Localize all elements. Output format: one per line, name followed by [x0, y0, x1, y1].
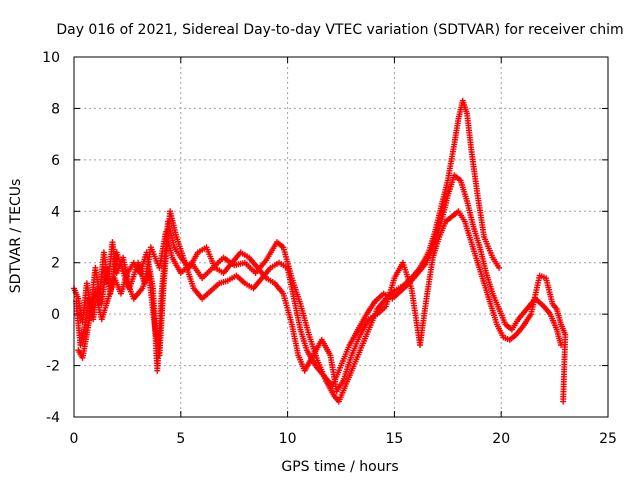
x-tick-label: 10	[279, 431, 297, 447]
y-tick-label: 8	[51, 101, 60, 117]
x-tick-labels: 0 5 10 15 20 25	[70, 431, 617, 447]
data-point-marker	[560, 398, 567, 405]
y-tick-labels: -4 -2 0 2 4 6 8 10	[42, 50, 60, 426]
x-tick-label: 25	[599, 431, 617, 447]
x-tick-label: 0	[70, 431, 79, 447]
x-tick-label: 15	[385, 431, 403, 447]
y-tick-label: 2	[51, 256, 60, 272]
data-marks	[71, 97, 569, 405]
plot-frame	[73, 56, 609, 418]
x-axis-label: GPS time / hours	[281, 459, 398, 475]
y-axis-label: SDTVAR / TECUs	[8, 179, 24, 294]
y-tick-label: 6	[51, 153, 60, 169]
y-tick-label: 0	[51, 307, 60, 323]
y-tick-label: 10	[42, 50, 60, 66]
y-tick-label: 4	[51, 204, 60, 220]
series-track-3	[75, 208, 569, 405]
y-tick-label: -4	[46, 410, 60, 426]
chart-title: Day 016 of 2021, Sidereal Day-to-day VTE…	[56, 22, 623, 38]
data-point-marker	[496, 264, 503, 271]
x-tick-label: 20	[492, 431, 510, 447]
x-tick-label: 5	[176, 431, 185, 447]
y-tick-label: -2	[46, 359, 60, 375]
